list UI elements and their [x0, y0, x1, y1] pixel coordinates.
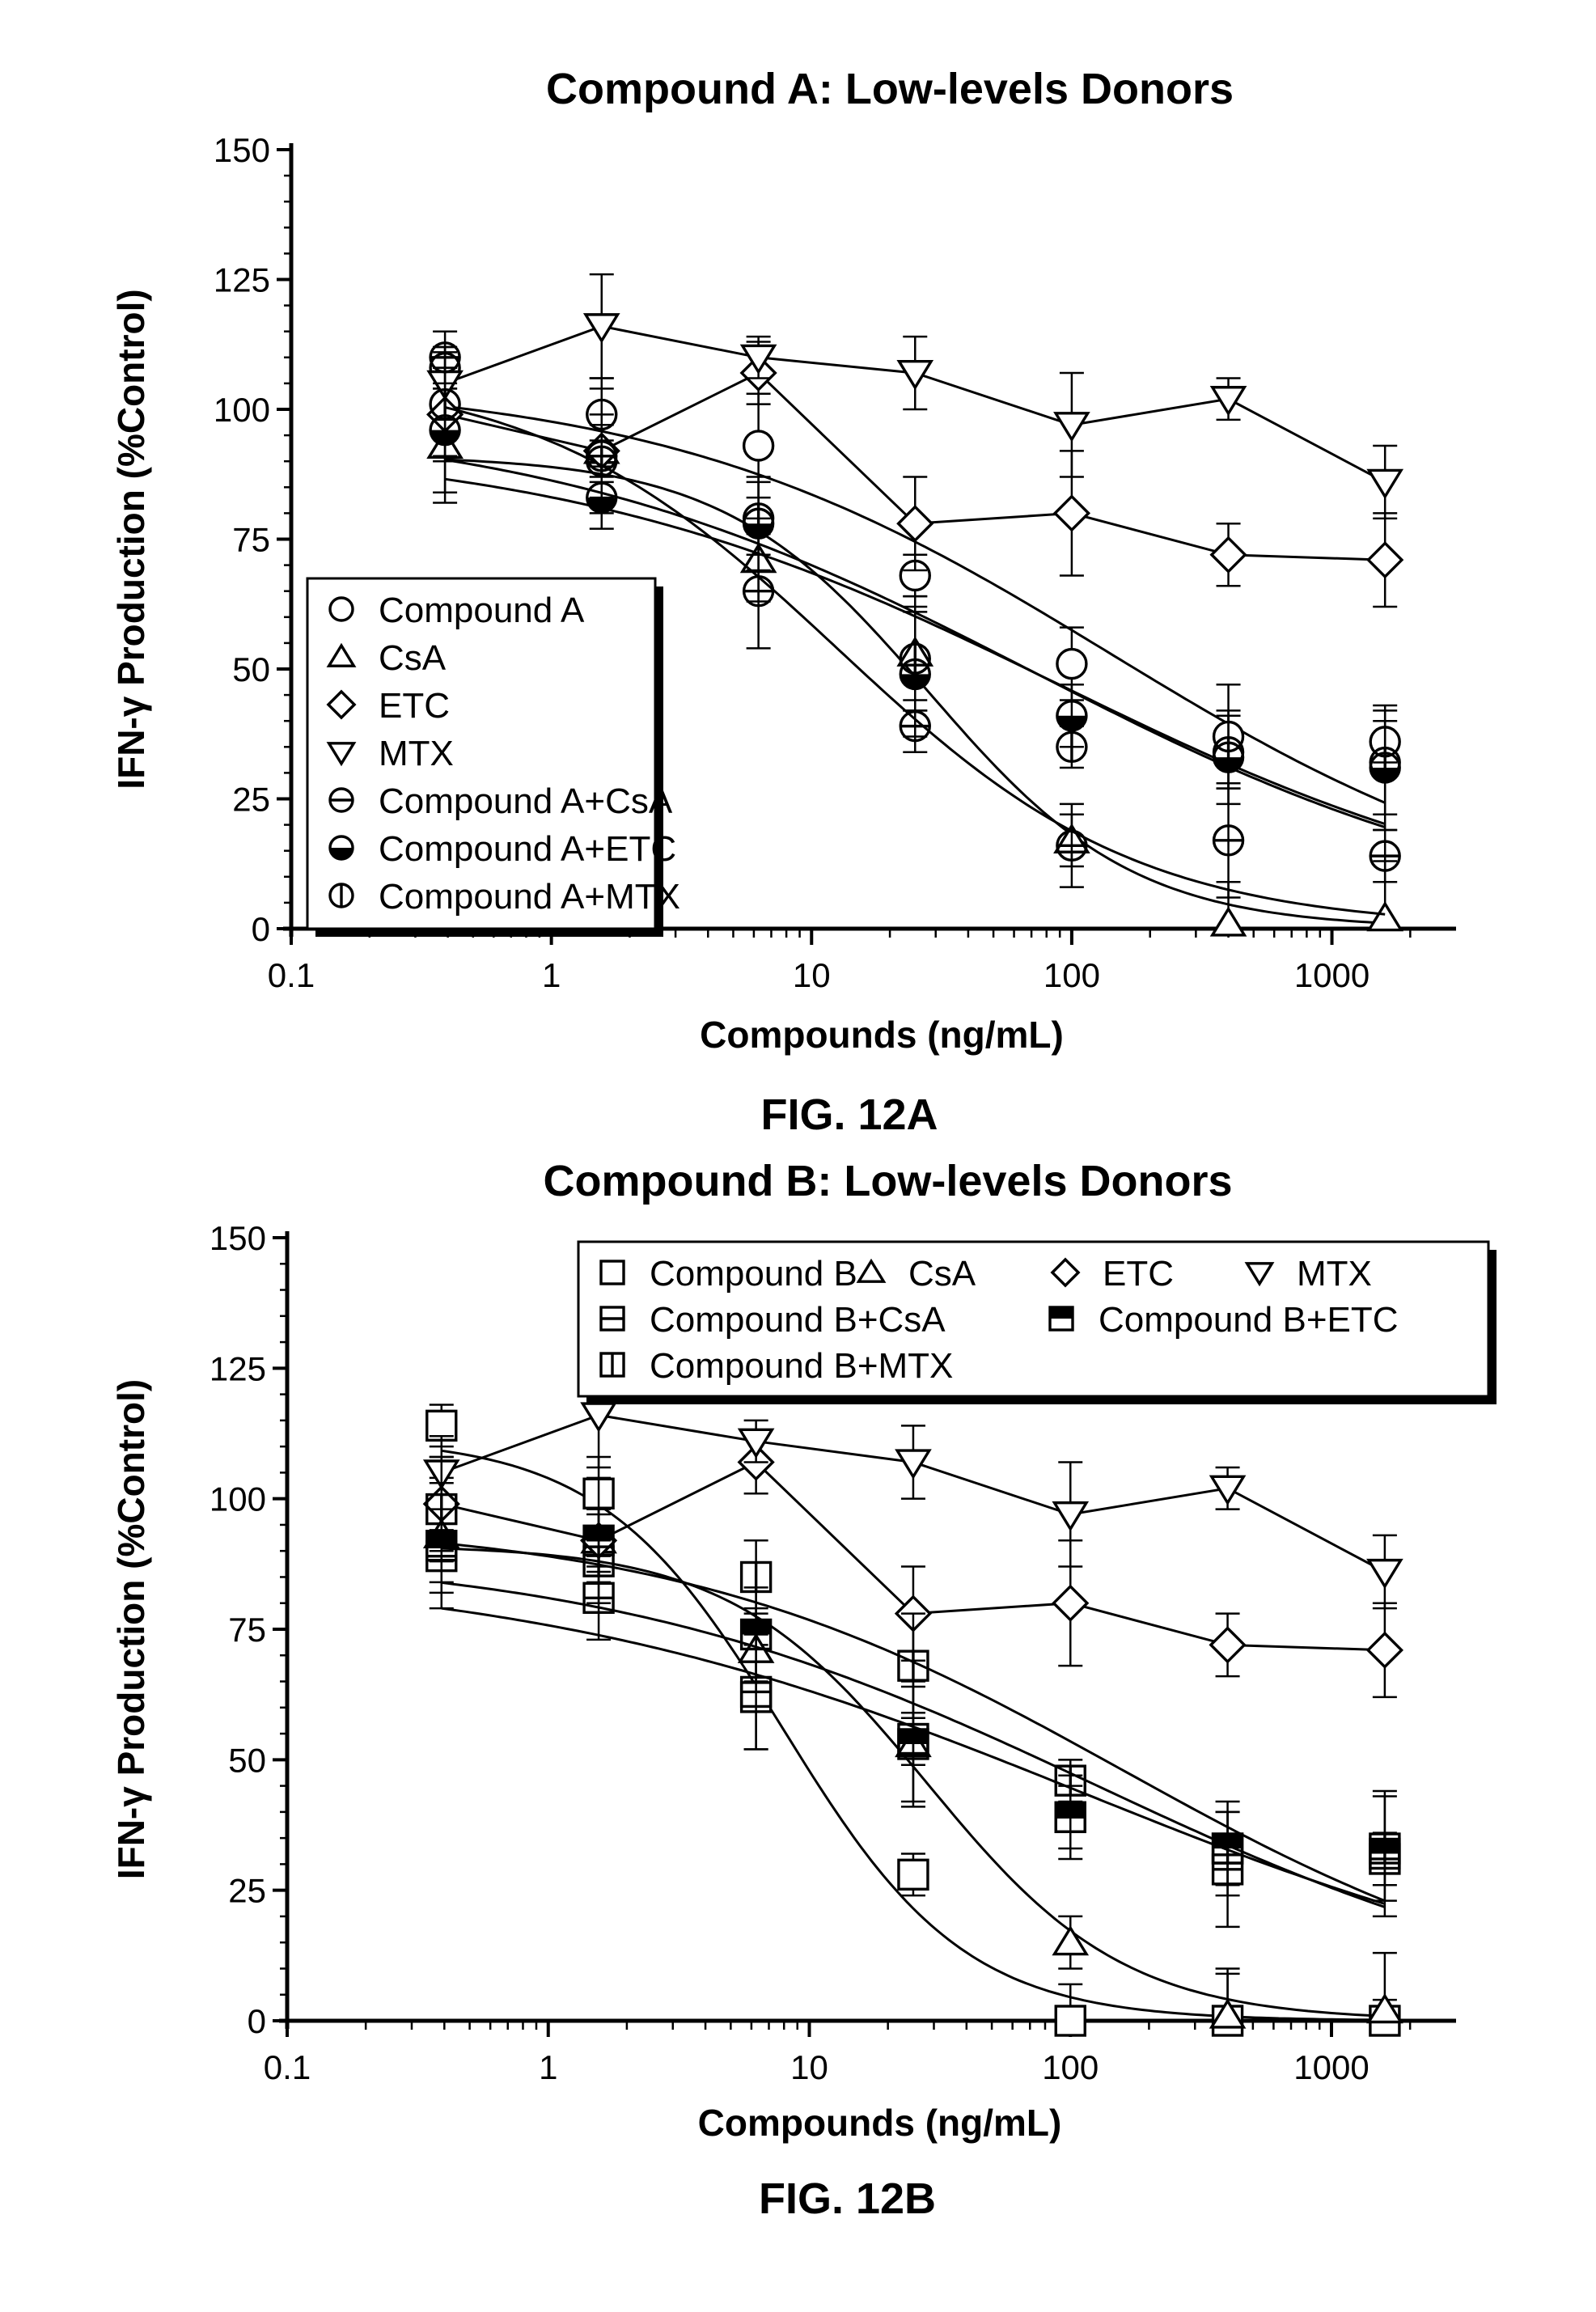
data-point — [899, 362, 931, 387]
figure-label: FIG. 12A — [760, 1090, 938, 1139]
data-point — [430, 390, 459, 419]
data-point — [1211, 1628, 1244, 1662]
legend-label: Compound B — [650, 1254, 857, 1294]
y-tick-label: 100 — [210, 1480, 266, 1518]
x-axis-label: Compounds (ng/mL) — [700, 1014, 1064, 1056]
legend-label: Compound B+ETC — [1099, 1300, 1399, 1340]
chart-title: Compound A: Low-levels Donors — [546, 65, 1234, 113]
data-point — [897, 1450, 929, 1476]
y-tick-label: 125 — [210, 1349, 266, 1387]
legend: Compound B CsA ETC MTX Compound B+CsA Compoun… — [578, 1242, 1497, 1404]
data-point — [1056, 2006, 1085, 2035]
y-axis-label: IFN-γ Production (%Control) — [110, 1379, 152, 1879]
y-tick-label: 150 — [214, 131, 270, 169]
y-tick-label: 125 — [214, 261, 270, 299]
y-tick-label: 50 — [232, 650, 270, 688]
x-axis-label: Compounds (ng/mL) — [698, 2102, 1062, 2144]
legend-label: Compound A+CsA — [379, 781, 673, 821]
x-tick-label: 100 — [1044, 956, 1100, 994]
chart-b: Compound B: Low-levels Donors 0 25 50 75 100 1… — [110, 1157, 1497, 2223]
data-point — [1055, 497, 1088, 530]
legend-label: MTX — [379, 734, 454, 773]
legend-label: Compound A+ETC — [379, 829, 676, 869]
legend: Compound A CsA ETC MTX Compound A+CsA Compoun… — [307, 578, 680, 937]
y-tick-label: 25 — [232, 781, 270, 819]
x-tick-label: 100 — [1042, 2048, 1099, 2086]
data-point — [899, 1860, 928, 1889]
chart-a: Compound A: Low-levels Donors 0 25 50 75 100 1… — [110, 65, 1456, 1139]
data-point — [1054, 1503, 1086, 1529]
data-point — [1212, 538, 1245, 571]
data-point — [1368, 543, 1401, 576]
legend-marker — [601, 1261, 624, 1284]
legend-item: Compound B+ETC — [1050, 1300, 1399, 1340]
y-tick-label: 100 — [214, 391, 270, 429]
chart-title: Compound B: Low-levels Donors — [543, 1157, 1232, 1205]
x-tick-label: 10 — [790, 2048, 828, 2086]
legend-label: Compound B+MTX — [650, 1346, 953, 1386]
legend-item: Compound A+MTX — [330, 877, 680, 917]
y-axis-label: IFN-γ Production (%Control) — [110, 289, 152, 789]
y-tick-label: 0 — [252, 910, 270, 948]
x-tick-label: 0.1 — [264, 2048, 311, 2086]
data-point — [744, 431, 773, 460]
series-compound-b-mtx — [427, 1457, 1399, 1901]
legend-item: Compound B+MTX — [601, 1346, 953, 1386]
x-tick-label: 0.1 — [268, 956, 315, 994]
y-tick-label: 0 — [248, 2002, 266, 2040]
legend-label: CsA — [908, 1254, 976, 1294]
legend-label: Compound A — [379, 591, 585, 630]
legend-label: MTX — [1297, 1254, 1372, 1294]
y-tick-label: 75 — [228, 1611, 266, 1649]
data-point — [1054, 1928, 1086, 1954]
data-point — [1214, 738, 1243, 767]
legend-label: ETC — [379, 686, 450, 726]
data-point — [1213, 909, 1245, 935]
y-tick-label: 75 — [232, 521, 270, 559]
x-tick-label: 1 — [542, 956, 561, 994]
data-point — [1054, 1586, 1087, 1620]
figure-label: FIG. 12B — [759, 2174, 936, 2223]
legend-label: CsA — [379, 638, 447, 678]
legend-label: Compound B+CsA — [650, 1300, 946, 1340]
legend-label: ETC — [1103, 1254, 1174, 1294]
x-tick-label: 1 — [539, 2048, 557, 2086]
y-tick-label: 25 — [228, 1872, 266, 1910]
x-tick-label: 1000 — [1294, 956, 1370, 994]
legend-item: Compound B+CsA — [601, 1300, 946, 1340]
data-point — [1368, 1633, 1401, 1666]
y-tick-label: 150 — [210, 1219, 266, 1257]
legend-marker — [330, 598, 353, 620]
legend-label: Compound A+MTX — [379, 877, 680, 917]
x-tick-label: 10 — [793, 956, 831, 994]
legend-item: Compound A+ETC — [330, 829, 676, 869]
data-point — [1057, 650, 1086, 679]
data-point — [1369, 470, 1401, 496]
data-point — [1369, 904, 1401, 929]
y-tick-label: 50 — [228, 1741, 266, 1779]
data-point — [1369, 1560, 1401, 1586]
x-tick-label: 1000 — [1293, 2048, 1369, 2086]
legend-item: Compound A+CsA — [330, 781, 673, 821]
data-point — [1056, 413, 1088, 439]
